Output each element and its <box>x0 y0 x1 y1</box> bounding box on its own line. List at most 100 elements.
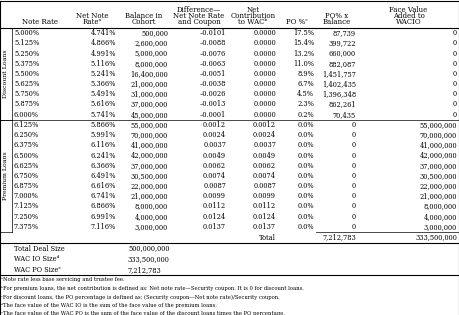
Text: 0.0099: 0.0099 <box>253 192 276 200</box>
Text: 0.0112: 0.0112 <box>203 203 226 210</box>
Text: 41,000,000: 41,000,000 <box>130 141 168 149</box>
Text: PO %ᶜ: PO %ᶜ <box>286 18 308 26</box>
Text: 5.616%: 5.616% <box>90 100 116 108</box>
Text: 6.366%: 6.366% <box>90 162 116 170</box>
Text: 21,000,000: 21,000,000 <box>420 192 457 200</box>
Text: 6.491%: 6.491% <box>90 172 116 180</box>
Text: 0.0%: 0.0% <box>297 203 314 210</box>
Text: 5.875%: 5.875% <box>14 100 39 108</box>
Text: 21,000,000: 21,000,000 <box>130 192 168 200</box>
Text: 37,000,000: 37,000,000 <box>131 162 168 170</box>
Text: Net: Net <box>246 6 259 14</box>
Text: 882,087: 882,087 <box>329 60 356 68</box>
Text: 6.625%: 6.625% <box>14 162 39 170</box>
Text: 70,435: 70,435 <box>333 111 356 119</box>
Text: 8,000,000: 8,000,000 <box>135 60 168 68</box>
Text: –0.0038: –0.0038 <box>200 80 226 88</box>
Text: 0.0000: 0.0000 <box>253 60 276 68</box>
Text: Cohort: Cohort <box>132 18 156 26</box>
Text: 0.0000: 0.0000 <box>253 80 276 88</box>
Text: WACIO: WACIO <box>396 18 421 26</box>
Text: 7.000%: 7.000% <box>14 192 39 200</box>
Text: 3,000,000: 3,000,000 <box>424 223 457 231</box>
Text: 1,402,435: 1,402,435 <box>322 80 356 88</box>
Text: 0.0137: 0.0137 <box>253 223 276 231</box>
Text: 0.0012: 0.0012 <box>203 121 226 129</box>
Text: Added to: Added to <box>392 12 425 20</box>
Text: 0.0099: 0.0099 <box>203 192 226 200</box>
Text: ᵉThe face value of the WAC PO is the sum of the face value of the discount loans: ᵉThe face value of the WAC PO is the sum… <box>1 311 285 315</box>
Text: 0.0000: 0.0000 <box>253 111 276 119</box>
Text: ᵇFor premium loans, the net contribution is defined as: Net note rate—Security c: ᵇFor premium loans, the net contribution… <box>1 286 304 291</box>
Text: 5.241%: 5.241% <box>90 70 116 78</box>
Text: 0.0%: 0.0% <box>297 141 314 149</box>
Text: 0.2%: 0.2% <box>297 111 314 119</box>
Text: 500,000,000: 500,000,000 <box>128 244 169 253</box>
Text: 0: 0 <box>352 223 356 231</box>
Text: 5.866%: 5.866% <box>90 121 116 129</box>
Text: 70,000,000: 70,000,000 <box>420 131 457 139</box>
Text: 16,400,000: 16,400,000 <box>130 70 168 78</box>
Text: –0.0013: –0.0013 <box>200 100 226 108</box>
Text: 30,500,000: 30,500,000 <box>420 172 457 180</box>
Text: 4.741%: 4.741% <box>90 29 116 37</box>
Text: 6.125%: 6.125% <box>14 121 39 129</box>
Text: 0: 0 <box>453 80 457 88</box>
Text: 660,000: 660,000 <box>329 49 356 58</box>
Text: 6.750%: 6.750% <box>14 172 39 180</box>
Text: 5.366%: 5.366% <box>90 80 116 88</box>
Text: 0: 0 <box>352 182 356 190</box>
Text: ᵈThe face value of the WAC IO is the sum of the face value of the premium loans.: ᵈThe face value of the WAC IO is the sum… <box>1 303 217 308</box>
Text: 4.5%: 4.5% <box>297 90 314 98</box>
Text: 17.5%: 17.5% <box>293 29 314 37</box>
Text: Total: Total <box>259 234 276 242</box>
Text: 0.0%: 0.0% <box>297 131 314 139</box>
Text: Balance in: Balance in <box>125 12 162 20</box>
Text: 5.500%: 5.500% <box>14 70 39 78</box>
Text: –0.0026: –0.0026 <box>200 90 226 98</box>
Text: –0.0051: –0.0051 <box>200 70 226 78</box>
Text: 1,396,348: 1,396,348 <box>322 90 356 98</box>
Text: Rateᵃ: Rateᵃ <box>83 18 102 26</box>
Text: –0.0063: –0.0063 <box>200 60 226 68</box>
Text: 55,000,000: 55,000,000 <box>130 121 168 129</box>
Text: 8,000,000: 8,000,000 <box>424 203 457 210</box>
Text: 8.9%: 8.9% <box>297 70 314 78</box>
Text: 333,500,000: 333,500,000 <box>415 234 457 242</box>
Text: 4,000,000: 4,000,000 <box>424 213 457 221</box>
Text: 5.116%: 5.116% <box>90 60 116 68</box>
Text: Net Note: Net Note <box>76 12 109 20</box>
Text: 0.0024: 0.0024 <box>253 131 276 139</box>
Text: 0: 0 <box>453 29 457 37</box>
Text: WAC PO Sizeᵉ: WAC PO Sizeᵉ <box>14 266 61 274</box>
Text: 5.125%: 5.125% <box>14 39 39 47</box>
Text: 0.0012: 0.0012 <box>253 121 276 129</box>
Text: 7.125%: 7.125% <box>14 203 39 210</box>
Text: 0.0000: 0.0000 <box>253 39 276 47</box>
Text: 45,000,000: 45,000,000 <box>130 111 168 119</box>
Text: 0.0%: 0.0% <box>297 152 314 159</box>
Text: 37,000,000: 37,000,000 <box>420 162 457 170</box>
Text: 42,000,000: 42,000,000 <box>130 152 168 159</box>
Text: –0.0001: –0.0001 <box>200 111 226 119</box>
Text: 0: 0 <box>453 60 457 68</box>
Text: 13.2%: 13.2% <box>293 49 314 58</box>
Text: 6.875%: 6.875% <box>14 182 39 190</box>
Text: 6.866%: 6.866% <box>90 203 116 210</box>
Text: 0.0074: 0.0074 <box>253 172 276 180</box>
Text: 6.116%: 6.116% <box>90 141 116 149</box>
Text: WAC IO Sizeᵈ: WAC IO Sizeᵈ <box>14 255 59 263</box>
Text: Total Deal Size: Total Deal Size <box>14 244 65 253</box>
Text: 6.616%: 6.616% <box>90 182 116 190</box>
Text: Contribution: Contribution <box>230 12 275 20</box>
Text: 0.0000: 0.0000 <box>253 29 276 37</box>
Text: Net Note Rate: Net Note Rate <box>174 12 224 20</box>
Text: 0.0049: 0.0049 <box>203 152 226 159</box>
Text: 0.0112: 0.0112 <box>253 203 276 210</box>
Text: 0.0%: 0.0% <box>297 121 314 129</box>
Text: 0: 0 <box>453 90 457 98</box>
Text: 22,000,000: 22,000,000 <box>130 182 168 190</box>
Text: 2.3%: 2.3% <box>297 100 314 108</box>
Text: 0.0000: 0.0000 <box>253 70 276 78</box>
Text: Discount Loans: Discount Loans <box>4 49 9 98</box>
